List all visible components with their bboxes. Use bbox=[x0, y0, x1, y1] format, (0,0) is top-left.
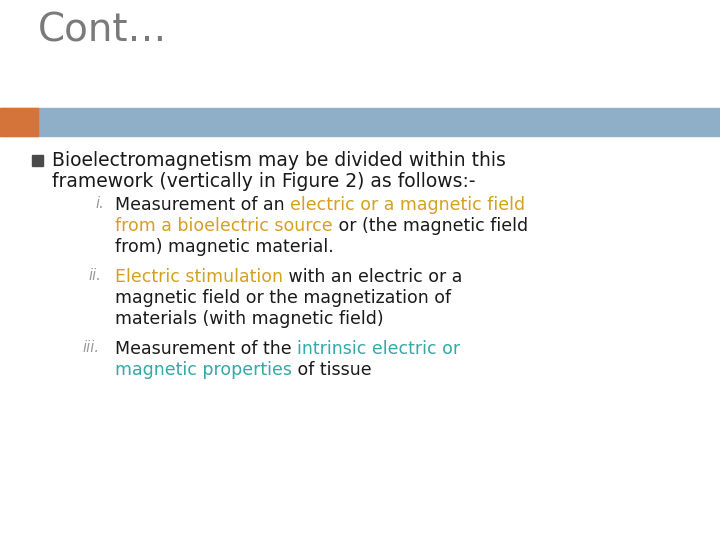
Bar bbox=[0, 108, 720, 136]
Text: Electric stimulation: Electric stimulation bbox=[115, 268, 283, 286]
Text: from a bioelectric source: from a bioelectric source bbox=[115, 217, 333, 235]
Text: Cont…: Cont… bbox=[38, 12, 167, 50]
Bar bbox=[0, 108, 38, 136]
Text: electric or a magnetic field: electric or a magnetic field bbox=[290, 196, 526, 214]
Text: i.: i. bbox=[95, 196, 104, 211]
Text: magnetic properties: magnetic properties bbox=[115, 361, 292, 379]
Text: of tissue: of tissue bbox=[292, 361, 372, 379]
Text: with an electric or a: with an electric or a bbox=[283, 268, 462, 286]
Text: from) magnetic material.: from) magnetic material. bbox=[115, 238, 334, 256]
Text: Bioelectromagnetism may be divided within this: Bioelectromagnetism may be divided withi… bbox=[52, 151, 506, 170]
Text: Measurement of the: Measurement of the bbox=[115, 340, 297, 358]
Text: intrinsic electric or: intrinsic electric or bbox=[297, 340, 460, 358]
Text: materials (with magnetic field): materials (with magnetic field) bbox=[115, 310, 384, 328]
Bar bbox=[32, 155, 43, 166]
Text: ii.: ii. bbox=[88, 268, 101, 283]
Text: magnetic field or the magnetization of: magnetic field or the magnetization of bbox=[115, 289, 451, 307]
Text: or (the magnetic field: or (the magnetic field bbox=[333, 217, 528, 235]
Text: iii.: iii. bbox=[82, 340, 99, 355]
Text: framework (vertically in Figure 2) as follows:-: framework (vertically in Figure 2) as fo… bbox=[52, 172, 475, 191]
Text: Measurement of an: Measurement of an bbox=[115, 196, 290, 214]
